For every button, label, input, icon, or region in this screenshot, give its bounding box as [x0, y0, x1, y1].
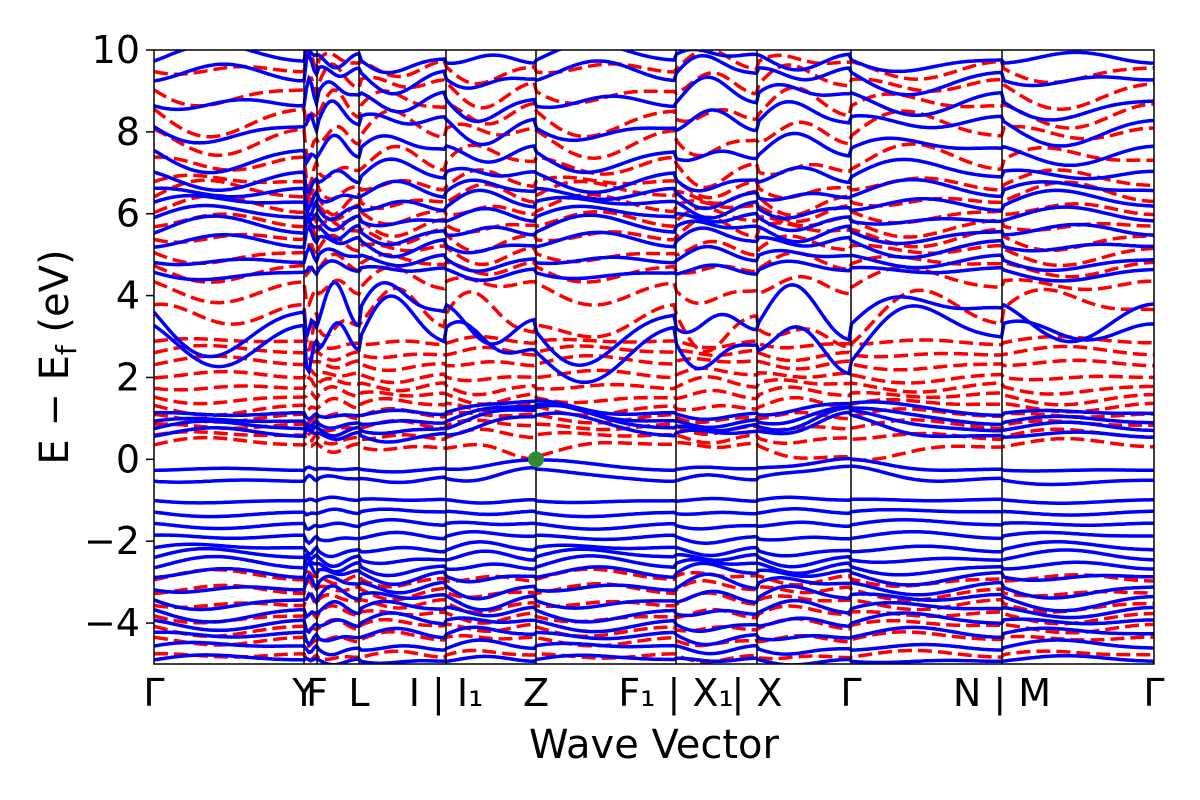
red-band-line: [154, 168, 1154, 201]
red-band-line: [154, 353, 1154, 373]
y-tick-label: 2: [116, 355, 140, 399]
blue-band-line: [154, 213, 1154, 247]
red-band-line: [154, 385, 1154, 407]
x-tick-label: I | I₁: [409, 671, 484, 716]
plot-frame: [153, 49, 1155, 665]
blue-band-line: [154, 244, 1154, 273]
blue-band-line: [154, 560, 1154, 587]
y-axis-ticks: 10 8 6 4 2 0 −2 −4: [84, 28, 154, 645]
blue-band-line: [154, 410, 1154, 444]
y-axis-title: E − Ef (eV): [32, 249, 83, 464]
blue-band-line: [154, 584, 1154, 613]
red-band-line: [154, 435, 1154, 462]
red-band-line: [154, 648, 1154, 664]
blue-band-line: [154, 653, 1154, 664]
band-edge-marker: [528, 451, 544, 468]
high-symmetry-lines: [303, 50, 1003, 664]
red-band-line: [154, 85, 1154, 139]
x-tick-label: Γ: [840, 671, 861, 715]
y-tick-label: 10: [92, 28, 140, 72]
red-band-line: [154, 395, 1154, 417]
blue-band-line: [154, 540, 1154, 559]
x-axis-ticks: Γ YF L I | I₁ Z F₁ | X₁| X Γ N | M Γ: [143, 671, 1164, 716]
red-band-line: [154, 343, 1154, 363]
blue-band-line: [154, 507, 1154, 519]
y-tick-label: −4: [84, 601, 140, 645]
blue-band-line: [154, 177, 1154, 213]
red-band-line: [154, 604, 1154, 626]
blue-band-line: [154, 625, 1154, 647]
blue-band-line: [154, 294, 1154, 385]
x-tick-label: Y: [291, 671, 316, 715]
blue-band-line: [154, 157, 1154, 195]
blue-band-line: [154, 456, 1154, 474]
blue-band-line: [154, 611, 1154, 635]
blue-band-line: [154, 530, 1154, 546]
y-tick-label: 8: [116, 110, 140, 154]
red-band-line: [154, 375, 1154, 397]
red-band-line: [154, 62, 1154, 111]
y-axis-title-main: E − E: [32, 355, 78, 465]
y-tick-label: −2: [84, 519, 140, 563]
x-tick-label: Γ: [1143, 671, 1164, 715]
blue-band-line: [154, 464, 1154, 487]
blue-band-line: [154, 403, 1154, 438]
blue-band-line: [154, 259, 1154, 283]
blue-band-line: [154, 572, 1154, 601]
blue-band-line: [154, 131, 1154, 175]
blue-band-line: [154, 546, 1154, 569]
red-band-line: [154, 142, 1154, 193]
blue-band-line: [154, 554, 1154, 578]
blue-band-line: [154, 188, 1154, 222]
blue-band-line: [154, 224, 1154, 260]
red-band-line: [154, 233, 1154, 268]
x-tick-label: | X: [732, 671, 783, 716]
blue-band-line: [154, 402, 1154, 430]
y-axis-title-unit: (eV): [32, 249, 78, 345]
x-tick-label: N | M: [953, 671, 1051, 716]
red-band-line: [154, 192, 1154, 226]
y-axis-title-subscript: f: [50, 344, 83, 355]
x-axis-title: Wave Vector: [529, 722, 780, 768]
red-band-line: [154, 108, 1154, 161]
blue-band-line: [154, 74, 1154, 124]
x-tick-label: F₁ | X₁: [618, 671, 733, 716]
red-band-line: [154, 617, 1154, 638]
x-tick-label: Γ: [143, 671, 164, 715]
blue-band-line: [154, 50, 1154, 75]
blue-band-line: [154, 50, 1154, 97]
blue-band-line: [154, 203, 1154, 233]
blue-band-line: [154, 99, 1154, 148]
red-band-line: [154, 286, 1154, 354]
x-tick-label: Z: [523, 671, 549, 715]
x-tick-label: L: [348, 671, 369, 715]
y-tick-label: 6: [116, 192, 140, 236]
red-band-line: [154, 567, 1154, 589]
blue-band-line: [154, 495, 1154, 505]
blue-band-line: [154, 598, 1154, 624]
blue-band-line: [154, 398, 1154, 422]
blue-band-line: [154, 518, 1154, 532]
red-band-line: [154, 591, 1154, 615]
blue-solid-bands: [154, 50, 1154, 664]
red-band-line: [154, 265, 1154, 308]
y-tick-label: 0: [116, 437, 140, 481]
red-band-line: [154, 577, 1154, 603]
y-tick-label: 4: [116, 274, 140, 318]
blue-band-line: [154, 280, 1154, 367]
x-tick-label: F: [306, 671, 328, 715]
blue-band-line: [154, 638, 1154, 657]
